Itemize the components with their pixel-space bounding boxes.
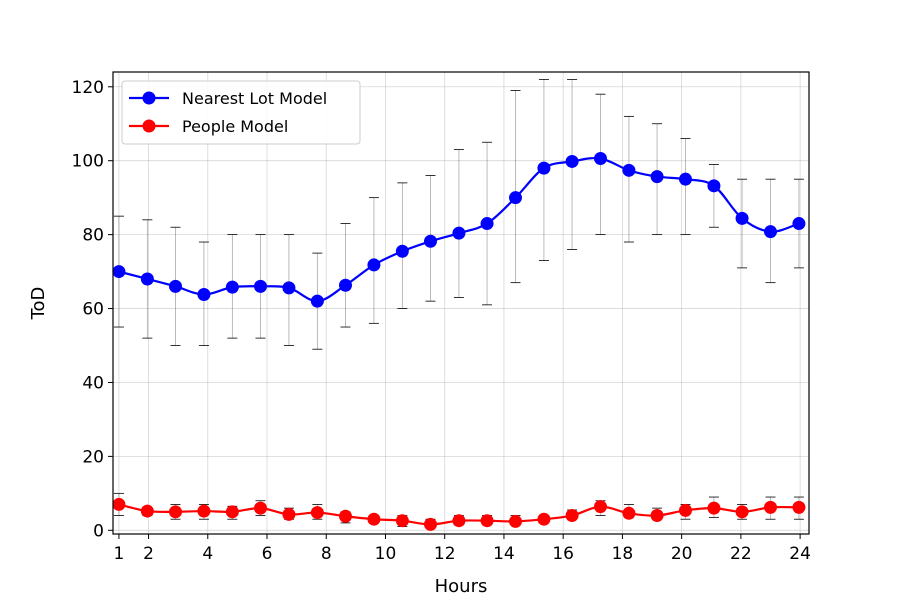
legend: Nearest Lot Model People Model [121, 80, 361, 145]
nearest-lot-model-point [367, 258, 381, 272]
nearest-lot-model-point [508, 191, 522, 205]
people-model-point [792, 500, 806, 514]
x-axis-label: Hours [435, 576, 488, 597]
y-tick-label: 0 [93, 521, 104, 541]
nearest-lot-model-point [537, 161, 551, 175]
people-model-point [225, 505, 239, 519]
people-model-point [735, 505, 749, 519]
nearest-lot-model-point [253, 279, 267, 293]
people-model-point [452, 514, 466, 528]
nearest-lot-model-point [565, 154, 579, 168]
people-model-point [282, 507, 296, 521]
legend-label-people-model: People Model [182, 117, 288, 136]
y-tick-label: 60 [82, 300, 104, 320]
people-model-point [508, 514, 522, 528]
x-tick-label: 18 [612, 544, 634, 564]
people-model-point [650, 509, 664, 523]
nearest-lot-model-point [792, 217, 806, 231]
y-tick-label: 20 [82, 447, 104, 467]
people-model-point [253, 501, 267, 515]
people-model-point [707, 501, 721, 515]
nearest-lot-model-point [593, 151, 607, 165]
nearest-lot-model-point [168, 279, 182, 293]
people-model-point [140, 504, 154, 518]
y-tick-label: 120 [72, 78, 104, 98]
people-model-point [367, 512, 381, 526]
y-axis-label: ToD [28, 287, 49, 321]
x-tick-label: 2 [143, 544, 154, 564]
legend-box [121, 80, 361, 145]
x-tick-label: 24 [789, 544, 811, 564]
nearest-lot-model-point [395, 244, 409, 258]
nearest-lot-model-point [735, 211, 749, 225]
x-tick-label: 8 [321, 544, 332, 564]
nearest-lot-model-point [112, 265, 126, 279]
people-model-point [423, 517, 437, 531]
people-model-point [480, 514, 494, 528]
x-tick-label: 16 [552, 544, 574, 564]
x-tick-label: 4 [202, 544, 213, 564]
nearest-lot-model-point [310, 294, 324, 308]
nearest-lot-model-point [650, 170, 664, 184]
people-model-point [310, 506, 324, 520]
people-model-point [565, 509, 579, 523]
nearest-lot-model-point [678, 172, 692, 186]
y-tick-label: 80 [82, 226, 104, 246]
nearest-lot-model-point [622, 163, 636, 177]
people-model-point [197, 504, 211, 518]
y-tick-label: 40 [82, 373, 104, 393]
people-model-point [338, 509, 352, 523]
nearest-lot-model-point [338, 278, 352, 292]
people-model-point [593, 500, 607, 514]
nearest-lot-model-point [197, 287, 211, 301]
x-tick-label: 1 [114, 544, 125, 564]
grid [113, 72, 809, 534]
x-tick-label: 6 [262, 544, 273, 564]
nearest-lot-model-point [707, 179, 721, 193]
plot-frame [112, 71, 810, 535]
legend-marker-people-model [142, 119, 156, 133]
y-tick-label: 100 [72, 152, 104, 172]
legend-marker-nearest-lot-model [142, 91, 156, 105]
people-model-point [678, 503, 692, 517]
nearest-lot-model-point [763, 225, 777, 239]
nearest-lot-model-point [225, 280, 239, 294]
x-tick-label: 12 [434, 544, 456, 564]
people-model-point [112, 497, 126, 511]
people-model-point [537, 512, 551, 526]
x-tick-label: 20 [671, 544, 693, 564]
people-model-point [622, 506, 636, 520]
nearest-lot-model-point [423, 234, 437, 248]
legend-label-nearest-lot-model: Nearest Lot Model [182, 89, 327, 108]
x-tick-label: 14 [493, 544, 515, 564]
people-model-point [763, 500, 777, 514]
nearest-lot-model-point [452, 226, 466, 240]
people-model-point [168, 505, 182, 519]
people-model-point [395, 514, 409, 528]
x-tick-label: 10 [375, 544, 397, 564]
nearest-lot-model-point [282, 281, 296, 295]
x-tick-label: 22 [730, 544, 752, 564]
nearest-lot-model-point [480, 217, 494, 231]
series [112, 151, 806, 531]
nearest-lot-model-point [140, 272, 154, 286]
